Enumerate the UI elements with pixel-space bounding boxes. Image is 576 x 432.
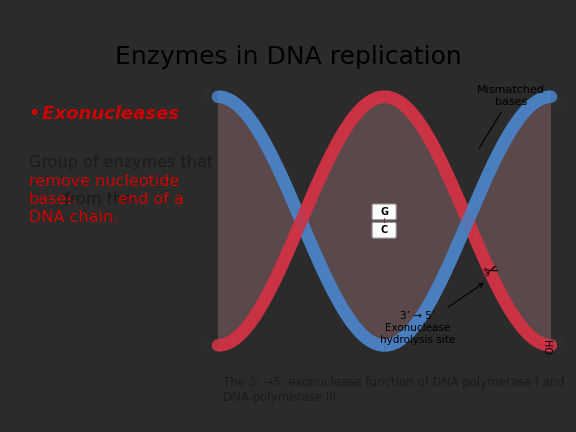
Polygon shape — [218, 97, 551, 345]
FancyBboxPatch shape — [372, 222, 396, 238]
Text: G: G — [380, 207, 388, 217]
Text: The 3’ →5’ exonuclease function of DNA polymerase I and
DNA polymerase III: The 3’ →5’ exonuclease function of DNA p… — [223, 376, 564, 404]
Text: 3’ → 5’
Exonuclease
hydrolysis site: 3’ → 5’ Exonuclease hydrolysis site — [380, 283, 483, 345]
Text: bases: bases — [29, 192, 75, 207]
Text: 5’: 5’ — [556, 98, 566, 108]
Text: Mismatched
bases: Mismatched bases — [477, 86, 545, 148]
Text: from the: from the — [59, 192, 138, 207]
Text: • Exonucleases: • Exonucleases — [29, 105, 179, 123]
FancyBboxPatch shape — [372, 204, 396, 220]
Text: 3’: 3’ — [200, 89, 210, 99]
Text: Group of enzymes that: Group of enzymes that — [29, 155, 213, 170]
Text: Enzymes in DNA replication: Enzymes in DNA replication — [115, 45, 461, 69]
Text: HO: HO — [541, 340, 551, 355]
Text: 5’: 5’ — [200, 343, 210, 353]
Text: end of a: end of a — [118, 192, 184, 207]
Text: ✂: ✂ — [481, 261, 501, 283]
Text: C: C — [381, 225, 388, 235]
Text: 3’: 3’ — [556, 339, 566, 349]
Text: remove nucleotide: remove nucleotide — [29, 174, 179, 189]
Text: DNA chain.: DNA chain. — [29, 210, 118, 226]
